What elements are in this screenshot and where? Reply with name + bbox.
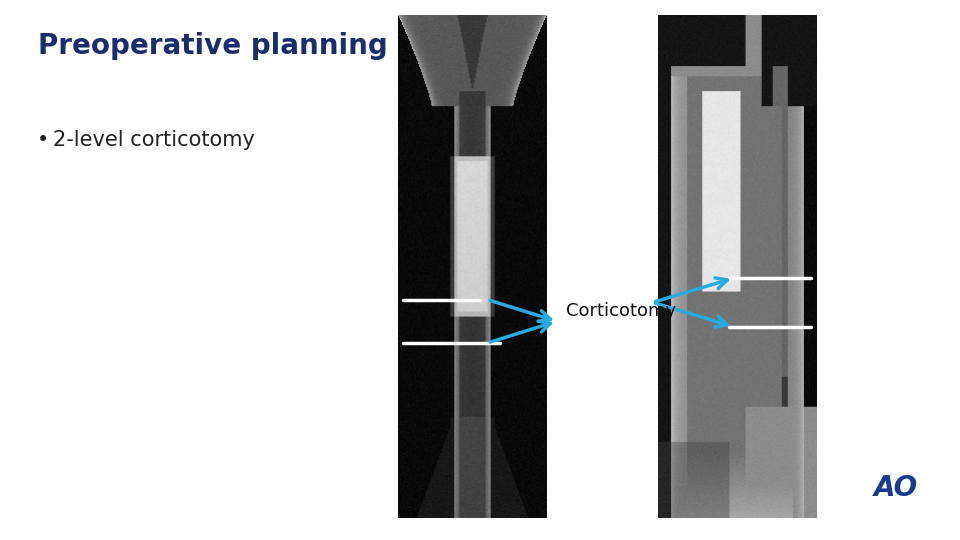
Text: AO: AO <box>874 474 918 502</box>
Text: •: • <box>36 130 49 150</box>
Text: Preoperative planning: Preoperative planning <box>38 32 388 60</box>
Text: Corticotomy: Corticotomy <box>566 301 677 320</box>
Text: 2-level corticotomy: 2-level corticotomy <box>53 130 254 150</box>
